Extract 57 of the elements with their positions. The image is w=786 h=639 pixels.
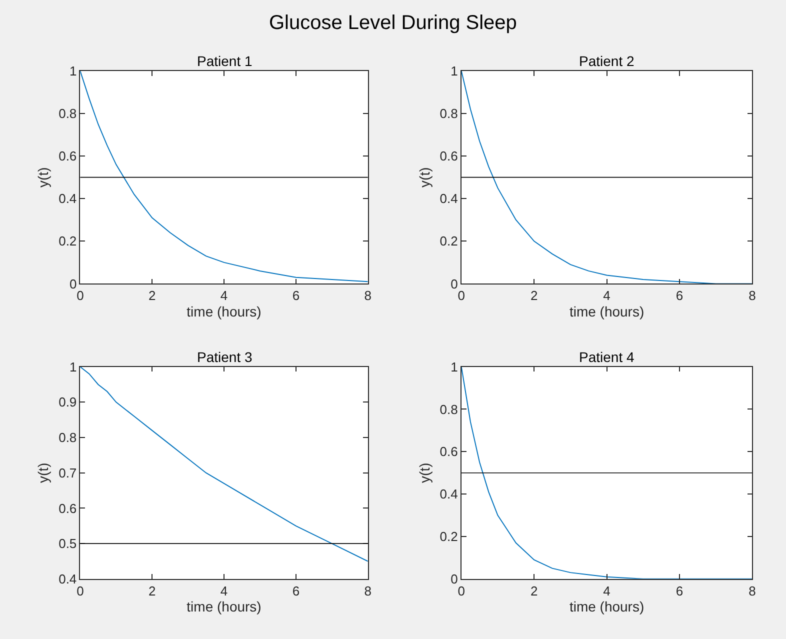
line-series xyxy=(461,70,752,284)
y-tick-label: 0.2 xyxy=(440,234,458,249)
x-tick-label: 8 xyxy=(748,583,756,598)
x-tick-label: 6 xyxy=(676,583,684,598)
y-tick-label: 0.8 xyxy=(58,106,77,122)
y-tick-label: 0.4 xyxy=(58,571,77,586)
y-tick-label: 0.6 xyxy=(440,148,458,164)
x-tick-label: 2 xyxy=(530,288,538,304)
x-tick-label: 8 xyxy=(748,288,756,304)
y-tick-label: 0.9 xyxy=(58,394,77,410)
chart-title: Patient 4 xyxy=(579,349,634,365)
y-tick-label: 0.2 xyxy=(440,529,458,544)
x-tick-label: 4 xyxy=(220,583,228,598)
x-tick-label: 2 xyxy=(530,583,538,598)
line-series xyxy=(80,366,368,562)
x-axis-title: time (hours) xyxy=(186,598,262,615)
y-axis-title: y(t) xyxy=(416,167,432,188)
x-tick-label: 4 xyxy=(220,288,228,304)
chart-title: Patient 2 xyxy=(579,53,634,69)
y-tick-label: 0.4 xyxy=(440,486,458,502)
y-tick-label: 0.2 xyxy=(58,234,77,249)
x-tick-label: 4 xyxy=(603,288,610,304)
chart-title: Patient 1 xyxy=(197,53,252,69)
y-tick-label: 0 xyxy=(69,276,77,292)
chart-title: Patient 3 xyxy=(197,349,252,365)
x-tick-label: 8 xyxy=(364,288,372,304)
y-tick-label: 0.6 xyxy=(58,500,77,516)
y-tick-label: 0.4 xyxy=(440,191,458,206)
y-tick-label: 1 xyxy=(450,359,458,374)
y-axis-title: y(t) xyxy=(35,462,52,483)
y-tick-label: 0.4 xyxy=(58,191,77,206)
y-tick-label: 1 xyxy=(450,63,458,78)
y-axis-title: y(t) xyxy=(416,462,432,483)
y-axis-title: y(t) xyxy=(35,167,52,188)
line-series xyxy=(80,70,368,282)
y-tick-label: 0.8 xyxy=(440,402,458,417)
x-tick-label: 6 xyxy=(292,288,300,304)
y-tick-label: 0 xyxy=(450,276,458,292)
y-tick-label: 0.8 xyxy=(440,106,458,122)
x-tick-label: 2 xyxy=(148,288,156,304)
text: Glucose Level During Sleep xyxy=(269,12,517,34)
x-tick-label: 6 xyxy=(676,288,684,304)
x-tick-label: 6 xyxy=(292,583,300,598)
y-tick-label: 1 xyxy=(69,63,77,78)
x-tick-label: 8 xyxy=(364,583,372,598)
x-tick-label: 4 xyxy=(603,583,610,598)
y-tick-label: 0.7 xyxy=(58,465,77,480)
y-tick-label: 1 xyxy=(69,359,77,374)
x-axis-title: time (hours) xyxy=(186,304,262,320)
y-tick-label: 0.6 xyxy=(440,444,458,460)
y-tick-label: 0.6 xyxy=(58,148,77,164)
y-tick-label: 0 xyxy=(450,571,458,586)
x-axis-title: time (hours) xyxy=(569,598,644,615)
y-tick-label: 0.5 xyxy=(58,536,77,552)
y-tick-label: 0.8 xyxy=(58,430,77,446)
x-axis-title: time (hours) xyxy=(569,304,644,320)
x-tick-label: 2 xyxy=(148,583,156,598)
